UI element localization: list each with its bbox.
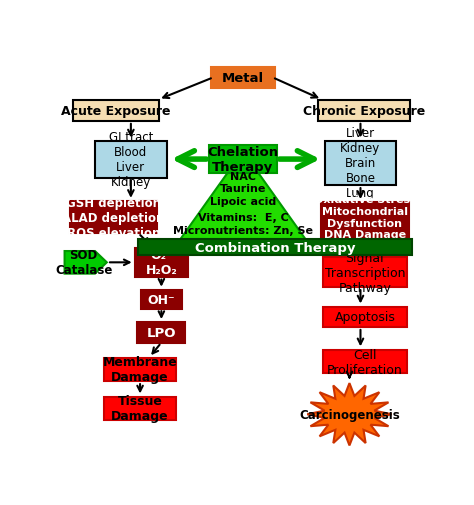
FancyBboxPatch shape (104, 358, 176, 381)
Text: Membrane
Damage: Membrane Damage (103, 356, 177, 384)
FancyBboxPatch shape (135, 248, 188, 277)
Polygon shape (307, 383, 392, 445)
FancyBboxPatch shape (137, 323, 185, 343)
Text: OH⁻: OH⁻ (147, 293, 175, 306)
Text: Combination Therapy: Combination Therapy (195, 241, 356, 254)
Text: NAC
Taurine
Lipoic acid: NAC Taurine Lipoic acid (210, 172, 276, 206)
Text: Chronic Exposure: Chronic Exposure (303, 105, 425, 118)
FancyBboxPatch shape (211, 67, 275, 89)
FancyBboxPatch shape (73, 100, 159, 122)
FancyBboxPatch shape (95, 141, 167, 178)
FancyBboxPatch shape (321, 203, 409, 243)
Text: Acute Exposure: Acute Exposure (62, 105, 171, 118)
Text: Carcinogenesis: Carcinogenesis (299, 408, 400, 421)
FancyBboxPatch shape (138, 240, 412, 256)
Text: Metal: Metal (222, 72, 264, 84)
Text: Vitamins:  E, C
Micronutrients: Zn, Se: Vitamins: E, C Micronutrients: Zn, Se (173, 213, 313, 235)
Text: LPO: LPO (146, 326, 176, 339)
Text: Chelation
Therapy: Chelation Therapy (207, 146, 279, 174)
Text: Oxidative Stress
Mitochondrial
Dysfunction
DNA Damage
Mutations: Oxidative Stress Mitochondrial Dysfuncti… (313, 195, 416, 251)
FancyBboxPatch shape (323, 307, 407, 327)
Text: Tissue
Damage: Tissue Damage (111, 394, 169, 423)
Text: O₂⁻
H₂O₂: O₂⁻ H₂O₂ (146, 249, 177, 277)
Text: Apoptosis: Apoptosis (335, 311, 395, 324)
FancyBboxPatch shape (71, 202, 157, 234)
FancyBboxPatch shape (323, 350, 407, 374)
FancyBboxPatch shape (325, 141, 396, 186)
FancyBboxPatch shape (318, 100, 410, 122)
Text: GI tract
Blood
Liver
Kidney: GI tract Blood Liver Kidney (109, 131, 153, 189)
Text: SOD
Catalase: SOD Catalase (55, 249, 112, 277)
FancyBboxPatch shape (104, 397, 176, 420)
FancyBboxPatch shape (209, 146, 277, 173)
FancyBboxPatch shape (141, 290, 182, 309)
Text: GSH depletion
ALAD depletion
ROS elevation: GSH depletion ALAD depletion ROS elevati… (63, 196, 165, 239)
FancyBboxPatch shape (323, 258, 407, 288)
Text: Cell
Proliferation: Cell Proliferation (327, 348, 403, 376)
Text: Signal
Transcription
Pathway: Signal Transcription Pathway (325, 251, 405, 294)
Polygon shape (64, 251, 107, 274)
Polygon shape (175, 152, 311, 247)
Text: Liver
Kidney
Brain
Bone
Lung: Liver Kidney Brain Bone Lung (340, 127, 381, 200)
